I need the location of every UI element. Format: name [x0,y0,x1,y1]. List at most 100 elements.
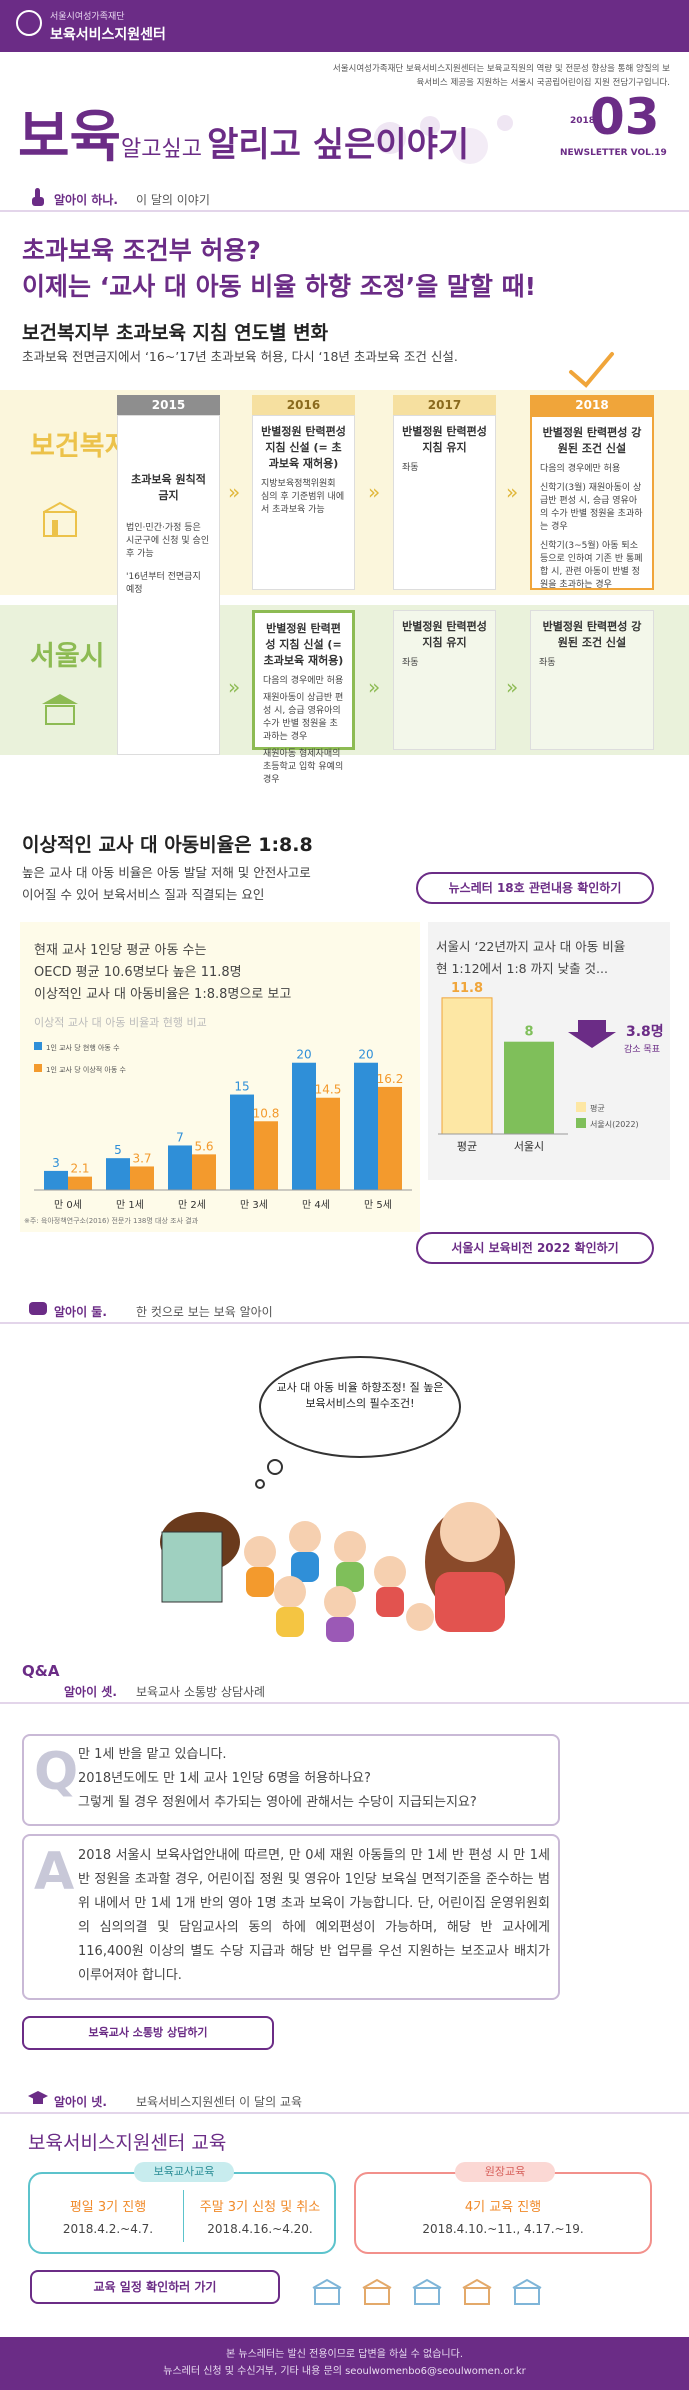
volume-label: NEWSLETTER VOL.19 [560,148,667,158]
bar [168,1145,192,1190]
org-name: 보육서비스지원센터 [50,27,166,43]
legend-label: 평균 [590,1103,605,1113]
cell-seoul-2017: 반별정원 탄력편성 지침 유지 좌동 [393,610,496,750]
cell-mohw-2018: 반별정원 탄력편성 강원된 조건 신설 다음의 경우에만 허용 신학기(3월) … [530,415,654,590]
section-tag: 알아이 하나. [54,193,118,207]
legend-swatch [576,1102,586,1112]
finger-one-icon [32,188,44,206]
footer: 본 뉴스레터는 발신 전용이므로 답변을 하실 수 없습니다. 뉴스레터 신청 … [0,2337,689,2390]
bar [44,1170,68,1190]
teacher-education-box: 보육교사교육 평일 3기 진행 2018.4.2.~4.7. 주말 3기 신청 … [28,2162,336,2254]
question-line2: 2018년도에도 만 1세 교사 1인당 6명을 허용하나요? [78,1771,371,1786]
arrow-icon: » [368,480,381,504]
side-label-seoul: 서울시 [30,641,105,672]
arrow-icon: » [368,675,381,699]
ratio-bar-chart: 1인 교사 당 현행 아동 수 1인 교사 당 이상적 아동 수 3 2.1 만 0세 5… [34,1042,412,1211]
bar-value-label: 7 [176,1130,184,1144]
cartoon-illustration [160,1356,515,1642]
newsletter-title: 보육알고싶고 알리고 싶은이야기 [18,104,470,170]
cell-mohw-2016: 반별정원 탄력편성 지침 신설 (= 초과보육 재허용) 지방보육정책위원회 심… [252,415,355,590]
weekday-session-title: 평일 3기 진행 [69,2200,147,2215]
gate-icon [42,694,78,725]
q-letter: Q [34,1742,79,1802]
bar-value-label: 16.2 [377,1072,404,1086]
chart1-source: ※주: 육아정책연구소(2016) 전문가 138명 대상 조사 결과 [24,1217,199,1225]
ratio-title: 이상적인 교사 대 아동비율은 1:8.8 [22,834,313,856]
category-label: 만 1세 [116,1199,144,1211]
section-subtitle: 보육서비스지원센터 이 달의 교육 [136,2095,303,2109]
schedule-button[interactable]: 교육 일정 확인하러 가기 [30,2270,280,2304]
bar-value-label: 11.8 [451,981,483,996]
category-label: 서울시 [514,1140,544,1153]
box1-line1: 현재 교사 1인당 평균 아동 수는 [34,943,207,958]
question-line1: 만 1세 반을 맡고 있습니다. [78,1747,227,1762]
bar-value-label: 20 [358,1048,373,1062]
bar [441,997,493,1135]
bar [230,1094,254,1190]
section-bar-4: 알아이 넷. 보육서비스지원센터 이 달의 교육 [0,2086,689,2114]
arrow-icon: » [506,480,519,504]
reduction-value: 3.8명 [626,1023,664,1040]
question-line3: 그렇게 될 경우 정원에서 추가되는 영아에 관해서는 수당이 지급되는지요? [78,1795,477,1810]
bar [292,1062,316,1190]
bar-value-label: 5 [114,1143,122,1157]
section-tag: 알아이 셋. [64,1685,117,1699]
ratio-chart-panel: 현재 교사 1인당 평균 아동 수는 OECD 평균 10.6명보다 높은 11… [20,922,420,1232]
bar [254,1121,278,1190]
bar-value-label: 15 [234,1080,249,1094]
ratio-desc-1: 높은 교사 대 아동 비율은 아동 발달 저해 및 안전사고로 [22,865,311,880]
seoul-chart-panel: 서울시 ‘22년까지 교사 대 아동 비율 현 1:12에서 1:8 까지 낮출… [428,922,670,1180]
director-session-date: 2018.4.10.~11., 4.17.~19. [422,2222,584,2236]
section-tag: 알아이 넷. [54,2095,107,2109]
timeline-lead: 초과보육 전면금지에서 ‘16~’17년 초과보육 허용, 다시 ‘18년 초과… [22,349,458,364]
speech-icon [29,1302,47,1315]
year-2015: 2015 [117,395,220,415]
year-2016: 2016 [252,395,355,415]
bar [316,1097,340,1190]
section-subtitle: 한 컷으로 보는 보육 알아이 [136,1305,273,1319]
counsel-button[interactable]: 보육교사 소통방 상담하기 [22,2016,274,2050]
header-description: 서울시여성가족재단 보육서비스지원센터는 보육교직원의 역량 및 전문성 향상을… [332,64,670,88]
box2-line1: 서울시 ‘22년까지 교사 대 아동 비율 [436,939,626,954]
legend-label: 1인 교사 당 현행 아동 수 [46,1043,120,1052]
bar-value-label: 3.7 [132,1151,151,1165]
education-title: 보육서비스지원센터 교육 [28,2132,227,2154]
bar-value-label: 3 [52,1156,60,1170]
bar [354,1062,378,1190]
year-2017: 2017 [393,395,496,415]
bar-value-label: 14.5 [315,1083,342,1097]
a-letter: A [34,1842,75,1902]
bar [106,1158,130,1190]
bar [504,1041,554,1134]
legend-swatch [576,1118,586,1128]
timeline-table: 보건복지부 서울시 2015 2016 2017 2018 초과보육 원칙적 금… [0,390,689,785]
box1-line2: OECD 평균 10.6명보다 높은 11.8명 [34,965,242,980]
newsletter18-button[interactable]: 뉴스레터 18호 관련내용 확인하기 [416,872,654,904]
reduction-label: 감소 목표 [624,1043,660,1055]
category-label: 만 5세 [364,1199,392,1211]
seoul-vision-button[interactable]: 서울시 보육비전 2022 확인하기 [416,1232,654,1264]
bar-value-label: 8 [524,1025,533,1040]
qa-label: Q&A [22,1662,60,1680]
year-label: 2018 [570,116,596,126]
footer-line2: 뉴스레터 신청 및 수신거부, 기타 내용 문의 seoulwomenbo6@s… [163,2366,526,2377]
timeline-title: 보건복지부 초과보육 지침 연도별 변화 [22,322,329,344]
category-label: 만 2세 [178,1199,206,1211]
bar-value-label: 20 [296,1048,311,1062]
logo-icon [16,10,42,36]
box1-line3: 이상적인 교사 대 아동비율은 1:8.8명으로 보고 [34,987,292,1002]
bar-value-label: 5.6 [194,1139,213,1153]
teacher-education-label: 보육교사교육 [134,2162,234,2182]
category-label: 만 4세 [302,1199,330,1211]
newsletter-header: 서울시여성가족재단 보육서비스지원센터는 보육교직원의 역량 및 전문성 향상을… [0,52,689,170]
houses-icon [312,2278,542,2305]
cell-mohw-2017: 반별정원 탄력편성 지침 유지 좌동 [393,415,496,590]
legend-swatch [34,1064,42,1072]
legend-swatch [34,1042,42,1050]
decor-dots-icon [374,115,513,164]
question-box: Q 만 1세 반을 맡고 있습니다. 2018년도에도 만 1세 교사 1인당 … [22,1734,560,1826]
weekend-session-date: 2018.4.16.~4.20. [207,2222,313,2236]
section-subtitle: 보육교사 소통방 상담사례 [136,1685,266,1699]
box2-line2: 현 1:12에서 1:8 까지 낮출 것... [436,961,608,976]
bar [378,1086,402,1190]
